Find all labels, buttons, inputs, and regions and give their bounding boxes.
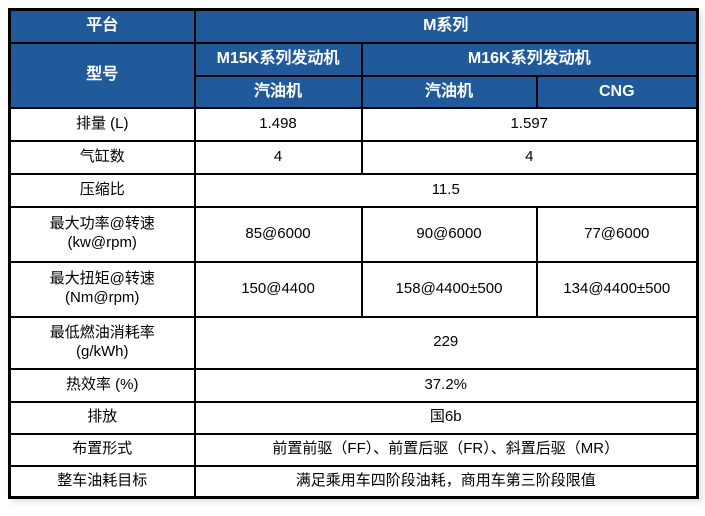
max-power-label-line2: (kw@rpm) xyxy=(67,234,137,251)
emission-label: 排放 xyxy=(8,400,196,435)
layout-forms-label: 布置形式 xyxy=(8,432,196,467)
m15k-series-header: M15K系列发动机 xyxy=(193,41,363,77)
model-label: 型号 xyxy=(8,41,196,109)
m16k-cng-header: CNG xyxy=(535,74,699,109)
max-power-label-line1: 最大功率@转速 xyxy=(49,215,155,233)
thermal-efficiency-label: 热效率 (%) xyxy=(8,367,196,403)
max-power-m16k-gas: 90@6000 xyxy=(360,205,538,263)
emission-value: 国6b xyxy=(193,400,699,435)
displacement-label: 排量 (L) xyxy=(8,106,196,142)
row-vehicle-fuel-target: 整车油耗目标 满足乘用车四阶段油耗，商用车第三阶段限值 xyxy=(8,464,699,499)
row-emission: 排放 国6b xyxy=(8,400,699,435)
max-power-label: 最大功率@转速 (kw@rpm) xyxy=(8,205,196,263)
max-torque-label: 最大扭矩@转速 (Nm@rpm) xyxy=(8,260,196,318)
min-fuel-consumption-label-line1: 最低燃油消耗率 xyxy=(49,323,155,341)
row-layout-forms: 布置形式 前置前驱（FF）、前置后驱（FR）、斜置后驱（MR） xyxy=(8,432,699,467)
displacement-m16k: 1.597 xyxy=(360,106,699,142)
platform-label: 平台 xyxy=(8,8,196,44)
min-fuel-consumption-label-line2: (g/kWh) xyxy=(76,342,129,360)
row-thermal-efficiency: 热效率 (%) 37.2% xyxy=(8,367,699,403)
header-row-model-series: 型号 M15K系列发动机 M16K系列发动机 xyxy=(8,41,699,109)
thermal-efficiency-value: 37.2% xyxy=(193,367,699,403)
vehicle-fuel-target-value: 满足乘用车四阶段油耗，商用车第三阶段限值 xyxy=(193,464,699,499)
cylinders-m15k: 4 xyxy=(193,139,363,175)
displacement-m15k: 1.498 xyxy=(193,106,363,142)
vehicle-fuel-target-label: 整车油耗目标 xyxy=(8,464,196,499)
m16k-series-header: M16K系列发动机 xyxy=(360,41,699,77)
row-min-fuel-consumption: 最低燃油消耗率 (g/kWh) 229 xyxy=(8,315,699,370)
m15k-fuel-header: 汽油机 xyxy=(193,74,363,109)
max-power-m16k-cng: 77@6000 xyxy=(535,205,699,263)
max-power-m15k: 85@6000 xyxy=(193,205,363,263)
row-cylinders: 气缸数 4 4 xyxy=(8,139,699,175)
compression-value: 11.5 xyxy=(193,172,699,208)
header-row-platform: 平台 M系列 xyxy=(8,8,699,44)
row-max-power: 最大功率@转速 (kw@rpm) 85@6000 90@6000 77@6000 xyxy=(8,205,699,263)
header-row-fuel-type: 汽油机 汽油机 CNG xyxy=(10,74,699,109)
max-torque-m16k-cng: 134@4400±500 xyxy=(535,260,699,318)
compression-label: 压缩比 xyxy=(8,172,196,208)
cylinders-label: 气缸数 xyxy=(8,139,196,175)
max-torque-m15k: 150@4400 xyxy=(193,260,363,318)
max-torque-label-line2: (Nm@rpm) xyxy=(65,289,140,306)
cylinders-m16k: 4 xyxy=(360,139,699,175)
row-compression: 压缩比 11.5 xyxy=(8,172,699,208)
layout-forms-value: 前置前驱（FF）、前置后驱（FR）、斜置后驱（MR） xyxy=(193,432,699,467)
min-fuel-consumption-label: 最低燃油消耗率 (g/kWh) xyxy=(8,315,196,370)
row-max-torque: 最大扭矩@转速 (Nm@rpm) 150@4400 158@4400±500 1… xyxy=(8,260,699,318)
min-fuel-consumption-value: 229 xyxy=(193,315,699,370)
max-torque-label-line1: 最大扭矩@转速 xyxy=(49,270,155,288)
m16k-fuel-header: 汽油机 xyxy=(360,74,538,109)
row-displacement: 排量 (L) 1.498 1.597 xyxy=(8,106,699,142)
engine-spec-table: 平台 M系列 型号 M15K系列发动机 M16K系列发动机 汽油机 汽油机 CN… xyxy=(8,8,699,499)
platform-value: M系列 xyxy=(193,8,699,44)
max-torque-m16k-gas: 158@4400±500 xyxy=(360,260,538,318)
